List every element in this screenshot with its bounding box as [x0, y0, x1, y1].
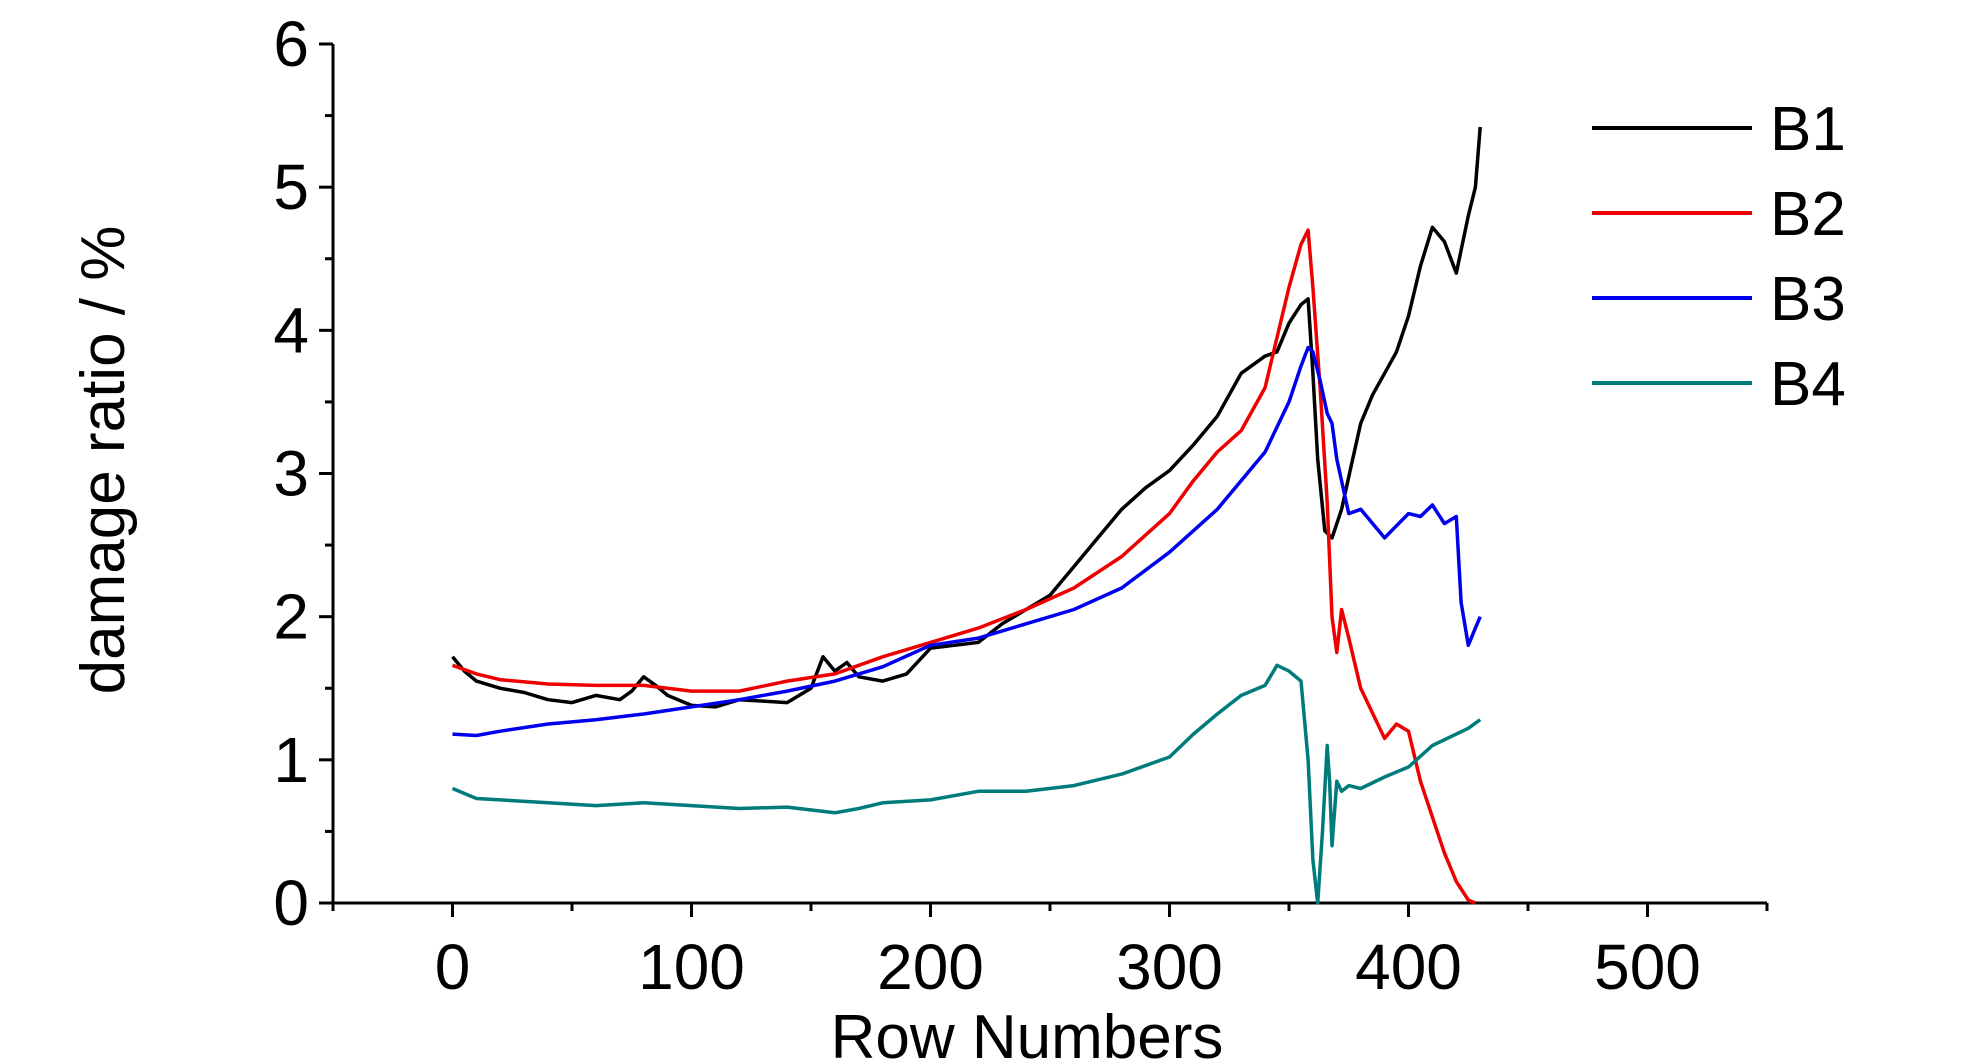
y-tick-label: 5 [273, 151, 309, 223]
legend-label-b1: B1 [1770, 95, 1846, 164]
series-layer [451, 126, 1482, 905]
x-tick-label: 300 [1116, 931, 1223, 1003]
series-line-b3 [452, 345, 1482, 738]
legend-label-b2: B2 [1770, 180, 1846, 249]
x-tick-label: 500 [1594, 931, 1701, 1003]
y-tick-label: 2 [273, 581, 309, 653]
x-tick-label: 100 [638, 931, 745, 1003]
y-tick-label: 0 [273, 867, 309, 939]
x-tick-label: 200 [877, 931, 984, 1003]
legend: B1 B2 B3 B4 [1592, 95, 1846, 419]
x-axis-title: Row Numbers [831, 1003, 1224, 1062]
y-tick-label: 3 [273, 438, 309, 510]
series-line-b2 [451, 228, 1477, 905]
series-line-b4 [451, 663, 1482, 905]
x-tick-label: 0 [435, 931, 471, 1003]
y-tick-label: 1 [273, 724, 309, 796]
y-axis-title: damage ratio / % [69, 226, 138, 695]
x-tick-label: 400 [1355, 931, 1462, 1003]
y-tick-label: 4 [273, 294, 309, 366]
series-line-b1 [451, 126, 1482, 709]
axes: 0 100 200 300 400 500 0 1 2 3 4 5 6 [273, 8, 1769, 1003]
legend-label-b4: B4 [1770, 350, 1846, 419]
y-tick-label: 6 [273, 8, 309, 80]
legend-label-b3: B3 [1770, 265, 1846, 334]
